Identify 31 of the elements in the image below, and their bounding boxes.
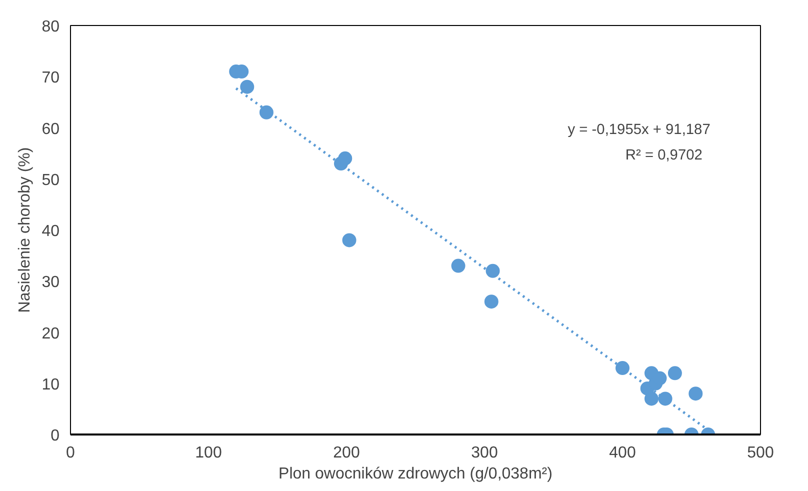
point [668, 366, 682, 380]
point [451, 258, 466, 273]
y-tick-label: 0 [50, 428, 60, 444]
point [240, 80, 254, 94]
point [342, 233, 356, 248]
y-tick-label: 10 [42, 376, 60, 394]
y-axis-title: Nasielenie choroby (%) [16, 147, 34, 313]
y-tick-label: 40 [42, 223, 60, 240]
y-tick-label: 30 [42, 274, 60, 292]
annotation: R² = 0,9702 [625, 148, 702, 164]
x-tick-label: 0 [66, 444, 76, 462]
point [644, 392, 658, 406]
x-tick-label: 400 [609, 444, 636, 462]
x-tick-label: 300 [471, 444, 498, 462]
y-tick-label: 70 [42, 70, 60, 87]
y-tick-label: 60 [42, 120, 60, 138]
point [338, 151, 352, 166]
x-tick-label: 200 [333, 444, 360, 462]
annotation: y = -0,1955x + 91,187 [568, 122, 710, 138]
y-tick-label: 80 [42, 18, 60, 36]
point [259, 105, 274, 120]
x-tick-label: 100 [195, 444, 222, 462]
point [616, 361, 630, 376]
x-tick-label: 500 [747, 444, 774, 462]
point [486, 264, 500, 278]
point [658, 392, 672, 406]
x-axis-title: Plon owocników zdrowych (g/0,038m²) [278, 466, 552, 482]
point [688, 386, 703, 401]
y-tick-label: 20 [42, 325, 60, 342]
y-tick-label: 50 [42, 172, 60, 189]
point [484, 294, 498, 309]
